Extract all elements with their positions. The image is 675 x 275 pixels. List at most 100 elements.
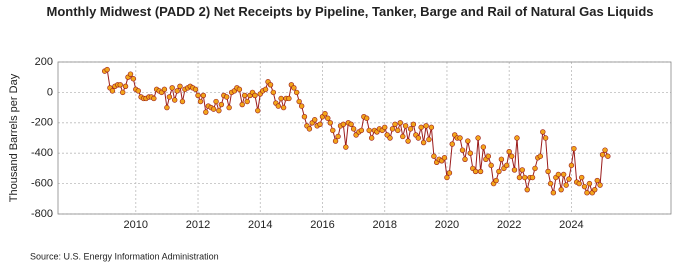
data-point — [203, 109, 209, 115]
data-point — [504, 162, 510, 169]
data-point — [322, 110, 328, 117]
data-point — [171, 97, 178, 103]
data-point — [239, 101, 245, 108]
data-point — [418, 124, 424, 131]
data-point — [568, 162, 575, 169]
data-point — [312, 117, 318, 123]
data-point — [420, 139, 427, 146]
data-point — [343, 144, 349, 150]
data-point — [566, 176, 572, 182]
data-point — [581, 183, 588, 190]
data-point — [467, 150, 473, 156]
data-point — [130, 76, 137, 82]
data-point — [195, 92, 201, 99]
data-point — [519, 167, 525, 173]
data-point — [226, 104, 232, 111]
data-point — [210, 106, 217, 112]
data-point — [542, 135, 549, 141]
data-point — [599, 152, 606, 158]
data-point — [291, 85, 297, 91]
data-point — [109, 88, 116, 94]
data-point — [104, 66, 110, 73]
data-point — [488, 162, 494, 169]
data-point — [387, 135, 393, 141]
data-point — [270, 89, 277, 96]
data-point — [475, 135, 481, 141]
data-point — [516, 174, 523, 181]
data-point — [571, 145, 577, 152]
data-point — [293, 89, 300, 96]
data-point — [192, 86, 199, 93]
data-point — [431, 153, 437, 159]
data-point — [446, 170, 453, 176]
data-point — [477, 168, 484, 175]
data-point — [449, 141, 455, 147]
data-point — [306, 126, 313, 132]
data-point — [317, 121, 323, 128]
data-point — [332, 138, 339, 144]
source-note: Source: U.S. Energy Information Administ… — [30, 251, 219, 261]
data-point — [602, 147, 608, 153]
y-tick-label: 200 — [35, 56, 53, 68]
data-point — [480, 144, 487, 150]
data-point — [563, 182, 569, 188]
data-point — [348, 121, 354, 128]
data-point — [392, 121, 398, 128]
data-point — [330, 127, 336, 134]
data-point — [244, 98, 250, 105]
data-point — [511, 167, 518, 173]
data-point — [400, 133, 406, 140]
data-point — [340, 121, 347, 128]
data-point — [493, 177, 499, 184]
data-point — [174, 88, 180, 94]
data-point — [262, 86, 269, 93]
data-point — [164, 104, 170, 111]
data-point — [358, 127, 365, 134]
x-tick-label: 2022 — [497, 219, 521, 231]
data-point — [363, 115, 370, 121]
data-point — [267, 82, 274, 88]
data-point — [298, 103, 305, 109]
data-point — [472, 168, 479, 175]
data-point — [592, 186, 598, 193]
data-point — [120, 89, 126, 96]
data-point — [213, 98, 219, 105]
data-point — [296, 98, 302, 105]
chart-title: Monthly Midwest (PADD 2) Net Receipts by… — [46, 4, 654, 19]
data-point — [428, 124, 435, 131]
data-point — [366, 127, 372, 134]
data-point — [423, 123, 429, 129]
data-point — [335, 133, 341, 140]
data-point — [395, 127, 401, 134]
data-point — [200, 92, 207, 99]
data-point — [558, 186, 564, 193]
data-point — [223, 94, 230, 100]
data-point — [242, 92, 248, 99]
data-point — [586, 180, 593, 187]
data-point — [441, 155, 448, 161]
data-point — [496, 168, 502, 175]
data-point — [459, 147, 466, 153]
data-point — [524, 186, 530, 193]
y-tick-label: -800 — [31, 208, 53, 220]
data-point — [498, 156, 505, 162]
data-point — [197, 98, 204, 105]
x-tick-label: 2010 — [124, 219, 148, 231]
x-tick-label: 2012 — [186, 219, 210, 231]
data-point — [457, 135, 463, 141]
data-point — [522, 174, 528, 181]
data-point — [179, 98, 186, 105]
y-tick-label: -400 — [31, 147, 53, 159]
data-point — [402, 123, 409, 129]
data-point — [597, 182, 603, 188]
data-point — [407, 126, 414, 132]
data-point — [506, 148, 512, 155]
data-point — [508, 153, 515, 159]
x-tick-label: 2020 — [435, 219, 459, 231]
data-point — [255, 107, 261, 114]
data-point — [216, 107, 222, 114]
data-point — [605, 153, 611, 159]
data-point — [177, 83, 183, 90]
data-point — [122, 83, 129, 90]
